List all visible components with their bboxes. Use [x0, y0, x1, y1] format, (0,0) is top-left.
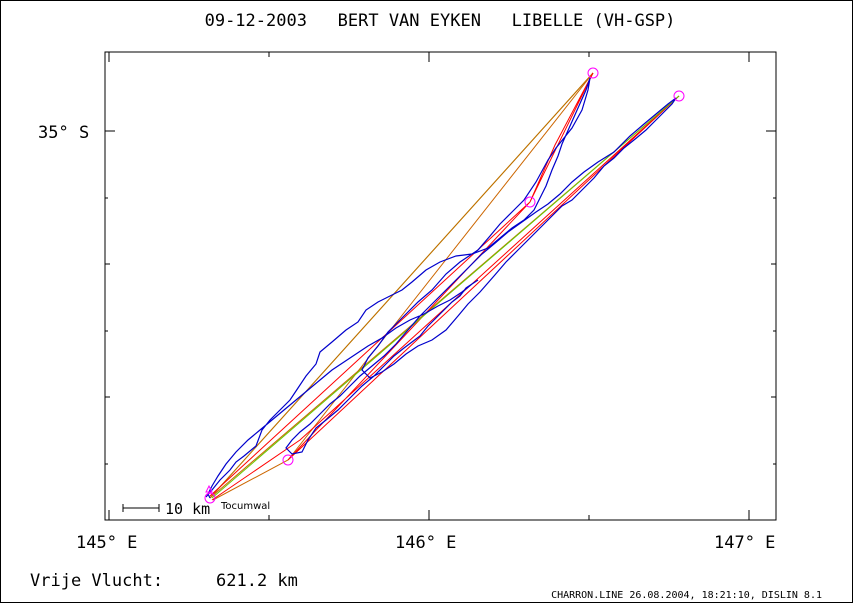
page-title: 09-12-2003 BERT VAN EYKEN LIBELLE (VH-GS…: [205, 11, 676, 31]
task-legs: [209, 72, 680, 501]
y-axis-label: 35° S: [38, 123, 89, 143]
distance-label: Vrije Vlucht:: [30, 571, 163, 591]
start-point: [204, 492, 216, 504]
place-label: Tocumwal: [220, 501, 270, 512]
plot-frame: [104, 51, 777, 521]
x-axis-label-146: 146° E: [395, 533, 456, 553]
finish-triangle: [205, 484, 213, 493]
scale-bar: [122, 504, 160, 512]
distance-value: 621.2 km: [216, 571, 298, 591]
leg-orange-2: [212, 72, 594, 501]
x-axis-label-147: 147° E: [714, 533, 775, 553]
footer-info: CHARRON.LINE 26.08.2004, 18:21:10, DISLI…: [551, 590, 822, 601]
turnpoint-1: [587, 67, 599, 79]
flight-track: [205, 77, 677, 499]
turnpoint-4: [282, 454, 294, 466]
leg-red: [209, 72, 680, 501]
leg-orange-1: [209, 72, 594, 499]
leg-green-2: [211, 95, 680, 499]
x-axis-label-145: 145° E: [76, 533, 137, 553]
axis-ticks: [105, 52, 776, 520]
turnpoint-3: [524, 196, 536, 208]
turnpoints: [204, 67, 685, 504]
scale-bar-label: 10 km: [165, 500, 210, 518]
turnpoint-2: [673, 90, 685, 102]
